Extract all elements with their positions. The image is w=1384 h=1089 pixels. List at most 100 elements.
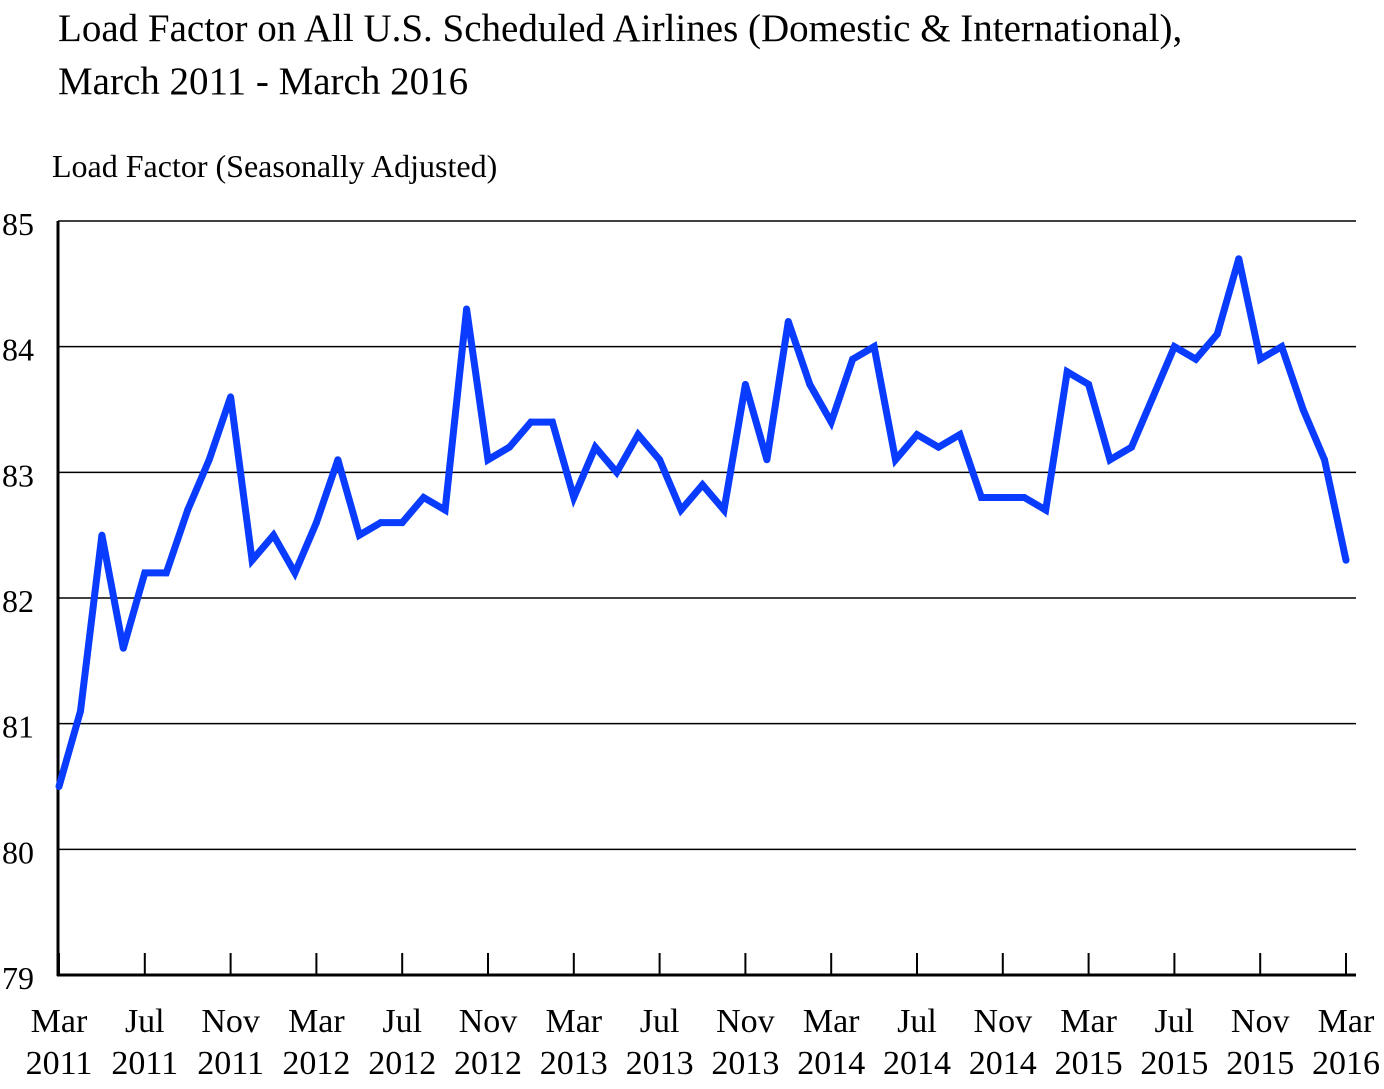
data-point: [1042, 506, 1050, 514]
x-tick-month: Mar: [31, 1003, 88, 1040]
data-point: [463, 305, 471, 313]
chart-title: Load Factor on All U.S. Scheduled Airlin…: [58, 2, 1182, 108]
data-point: [377, 519, 385, 527]
x-tick-year: 2013: [711, 1045, 779, 1082]
data-point: [1020, 493, 1028, 501]
data-point: [1278, 343, 1286, 351]
data-point: [806, 380, 814, 388]
data-point: [441, 506, 449, 514]
chart-title-line-1: Load Factor on All U.S. Scheduled Airlin…: [58, 7, 1183, 50]
x-tick-year: 2014: [969, 1045, 1037, 1082]
data-point: [699, 481, 706, 489]
data-point: [570, 493, 578, 501]
x-tick-month: Mar: [545, 1003, 602, 1040]
x-tick-year: 2011: [197, 1045, 264, 1082]
x-tick-year: 2012: [282, 1045, 350, 1082]
data-point: [934, 443, 942, 451]
x-tick-month: Nov: [974, 1003, 1033, 1040]
data-point: [527, 418, 535, 426]
gridlines: [58, 220, 1356, 851]
y-tick-labels: 79 80 81 82 83 84 85: [2, 206, 34, 996]
y-axis-label: Load Factor (Seasonally Adjusted): [52, 148, 498, 184]
data-point: [270, 531, 277, 539]
data-point: [677, 506, 685, 514]
data-point: [591, 443, 599, 451]
x-tick-month: Mar: [288, 1003, 345, 1040]
data-point: [763, 456, 771, 464]
data-point: [291, 569, 299, 577]
data-point: [827, 418, 835, 426]
data-point: [119, 644, 127, 652]
data-point: [741, 380, 749, 388]
data-point: [1192, 355, 1200, 363]
data-point: [977, 493, 985, 501]
y-tick-label: 82: [2, 583, 34, 619]
x-tick-year: 2015: [1055, 1045, 1123, 1082]
x-tick-year: 2015: [1140, 1045, 1208, 1082]
data-point: [999, 493, 1007, 501]
data-point: [55, 783, 63, 790]
data-point: [548, 418, 556, 426]
data-point: [76, 707, 84, 715]
y-tick-label: 79: [2, 960, 34, 996]
x-tick-year: 2012: [454, 1045, 522, 1082]
axes: [56, 221, 1356, 977]
data-point: [1106, 456, 1114, 464]
x-tick-month: Jul: [382, 1003, 422, 1040]
x-tick-labels: Mar 2011 Jul 2011 Nov 2011 Mar 2012 Jul 2012 Nov 20…: [26, 1003, 1380, 1082]
data-point: [98, 531, 106, 539]
data-point: [613, 468, 621, 476]
x-tick-year: 2013: [626, 1045, 694, 1082]
data-point: [162, 569, 170, 577]
x-tick-month: Jul: [640, 1003, 680, 1040]
x-tick-year: 2011: [111, 1045, 178, 1082]
x-tick-year: 2014: [797, 1045, 865, 1082]
data-point: [1213, 330, 1221, 338]
y-tick-label: 81: [2, 709, 34, 745]
x-tick-month: Mar: [1060, 1003, 1117, 1040]
x-tick-month: Nov: [716, 1003, 775, 1040]
x-tick-month: Jul: [897, 1003, 937, 1040]
x-tick-month: Mar: [803, 1003, 860, 1040]
data-point: [1063, 368, 1071, 376]
data-point: [1342, 556, 1350, 564]
data-point: [1085, 380, 1093, 388]
data-point: [1170, 343, 1178, 351]
data-point: [312, 519, 320, 527]
data-point: [656, 456, 664, 464]
data-point: [505, 443, 513, 451]
y-tick-label: 84: [2, 332, 34, 368]
x-tick-year: 2012: [368, 1045, 436, 1082]
data-point: [913, 431, 921, 439]
data-point: [634, 431, 642, 439]
data-point: [334, 456, 342, 464]
data-point: [720, 506, 728, 514]
y-tick-label: 85: [2, 206, 34, 242]
data-point: [1256, 355, 1264, 363]
chart-title-line-2: March 2011 - March 2016: [58, 60, 469, 103]
data-point: [870, 343, 878, 351]
series-layer: [55, 255, 1350, 790]
data-point: [398, 519, 406, 527]
data-point: [141, 569, 149, 577]
data-point: [1149, 393, 1157, 401]
x-tick-year: 2015: [1226, 1045, 1294, 1082]
data-point: [849, 355, 857, 363]
x-tick-year: 2011: [26, 1045, 93, 1082]
data-point: [1299, 406, 1307, 413]
x-tick-month: Nov: [459, 1003, 518, 1040]
x-tick-year: 2016: [1312, 1045, 1380, 1082]
data-point: [355, 531, 363, 539]
data-point: [892, 456, 900, 464]
x-tick-month: Mar: [1318, 1003, 1375, 1040]
data-point: [420, 493, 428, 501]
data-point: [784, 318, 792, 326]
x-tick-year: 2014: [883, 1045, 951, 1082]
data-point: [184, 506, 192, 514]
data-point: [1235, 255, 1243, 263]
data-point: [205, 456, 213, 464]
x-tick-month: Nov: [201, 1003, 260, 1040]
data-point: [1128, 443, 1135, 451]
data-point: [248, 556, 256, 564]
